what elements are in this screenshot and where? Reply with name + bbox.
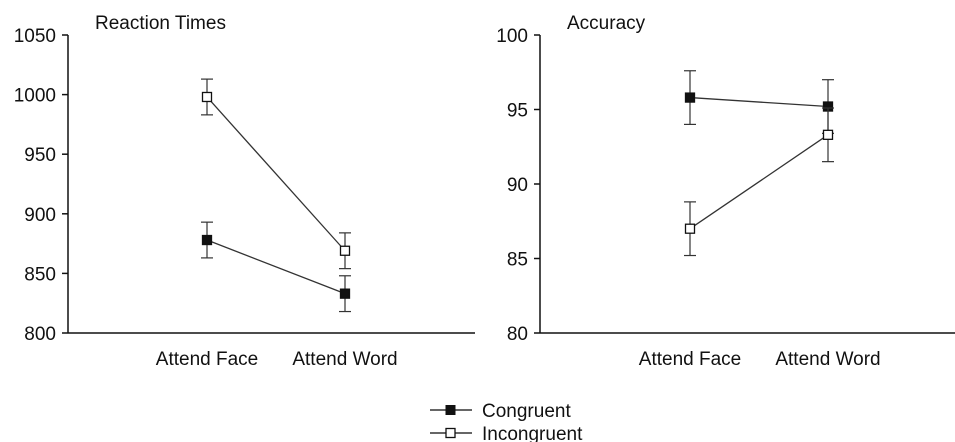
legend-item-incongruent: Incongruent xyxy=(430,424,583,442)
data-point xyxy=(822,129,834,140)
series-line xyxy=(689,96,829,108)
data-point xyxy=(339,245,351,256)
y-tick-label: 900 xyxy=(24,205,56,226)
x-tick-label: Attend Word xyxy=(292,349,397,370)
y-tick-label: 90 xyxy=(507,175,528,196)
y-tick-label: 950 xyxy=(24,145,56,166)
x-tick-label: Attend Face xyxy=(639,349,741,370)
series-line xyxy=(206,239,346,295)
y-tick-label: 95 xyxy=(507,101,528,122)
chart-title: Accuracy xyxy=(567,13,646,34)
series-congruent xyxy=(684,70,834,134)
legend: Congruent Incongruent xyxy=(430,401,583,442)
data-point xyxy=(684,223,696,234)
series-incongruent xyxy=(201,78,351,270)
legend-item-congruent: Congruent xyxy=(430,401,571,422)
data-point xyxy=(684,92,696,103)
legend-marker-congruent xyxy=(445,405,456,415)
y-tick-label: 85 xyxy=(507,250,528,271)
data-point xyxy=(201,91,213,103)
series-line xyxy=(206,96,346,252)
series-line xyxy=(689,134,829,230)
data-point xyxy=(201,234,213,246)
series-incongruent xyxy=(684,107,834,257)
accuracy-chart: Accuracy 80 85 90 95 100 Attend Face Attend Wo… xyxy=(496,13,955,370)
legend-label-congruent: Congruent xyxy=(482,401,571,422)
series-congruent xyxy=(201,221,351,313)
y-tick-label: 80 xyxy=(507,324,528,345)
legend-label-incongruent: Incongruent xyxy=(482,424,583,442)
data-point xyxy=(339,288,351,299)
y-tick-label: 100 xyxy=(496,26,528,47)
chart-title: Reaction Times xyxy=(95,13,226,34)
y-tick-label: 800 xyxy=(24,324,56,345)
y-tick-label: 1050 xyxy=(14,26,56,47)
legend-marker-incongruent xyxy=(445,427,456,439)
x-tick-label: Attend Face xyxy=(156,349,258,370)
y-tick-label: 850 xyxy=(24,264,56,285)
reaction-times-chart: Reaction Times 800 850 900 950 1000 1050 Atten… xyxy=(14,13,475,370)
y-tick-label: 1000 xyxy=(14,86,56,107)
x-tick-label: Attend Word xyxy=(775,349,880,370)
